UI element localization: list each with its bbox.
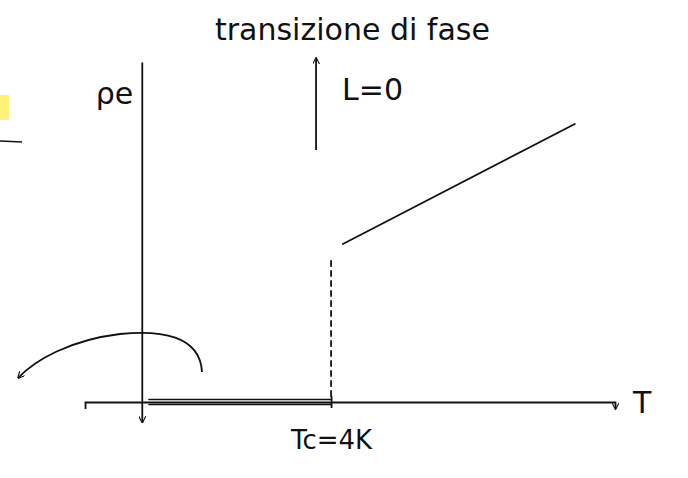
data-line <box>149 404 331 405</box>
chart-container: Tc=4K Tρe transizione di fase L=0 <box>0 0 688 478</box>
annotation-arrow <box>315 58 317 150</box>
stroke-mark <box>0 141 22 142</box>
annotation: L=0 <box>342 72 403 107</box>
x-axis-line <box>86 403 616 410</box>
highlight <box>0 95 9 120</box>
x-axis: Tc=4K <box>86 396 616 455</box>
data-line <box>343 124 575 244</box>
x-tick-mark <box>331 396 333 408</box>
chart: Tc=4K Tρe transizione di fase L=0 <box>0 0 688 478</box>
data-line <box>149 399 331 400</box>
x-axis-title: T <box>632 385 652 420</box>
y-axis-title: ρe <box>96 76 133 111</box>
plot-area <box>149 124 575 405</box>
y-axis-line <box>141 63 143 423</box>
y-axis <box>142 63 143 423</box>
x-tick-label: Tc=4K <box>290 425 373 455</box>
title: transizione di fase <box>215 12 490 47</box>
curved-arrow <box>18 333 202 378</box>
data-line <box>330 257 332 396</box>
